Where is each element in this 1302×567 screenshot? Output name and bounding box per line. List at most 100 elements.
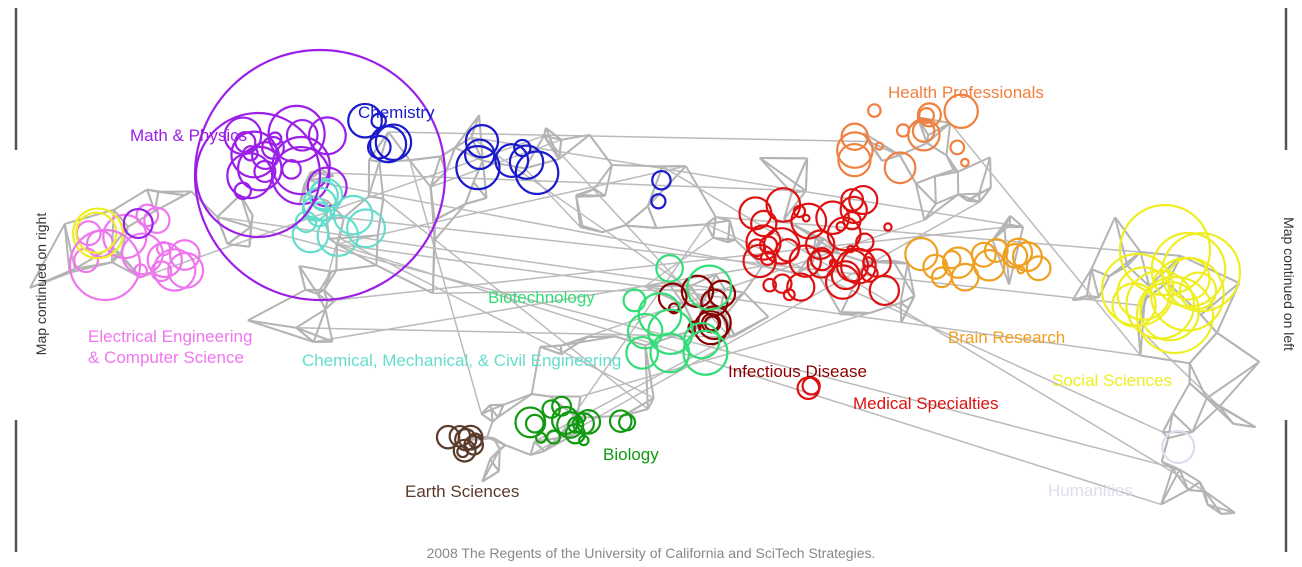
- node-circle: [804, 229, 836, 260]
- side-note: Map continued on left: [1281, 217, 1297, 351]
- edge: [892, 259, 908, 265]
- edge: [945, 154, 955, 171]
- edge: [336, 264, 377, 272]
- edge: [705, 223, 715, 239]
- edge: [838, 252, 866, 263]
- node-circle: [564, 423, 586, 445]
- node-circle: [236, 145, 283, 192]
- network-edges: [29, 114, 1261, 515]
- edge: [382, 198, 649, 410]
- node-circle: [883, 222, 893, 232]
- edge: [604, 164, 613, 197]
- edge: [1180, 255, 1240, 284]
- edge: [480, 404, 491, 415]
- edge: [914, 183, 926, 221]
- edge: [29, 271, 70, 289]
- edge: [445, 147, 456, 172]
- edge: [1090, 268, 1100, 298]
- edge: [1218, 361, 1261, 408]
- edge: [530, 450, 545, 456]
- edge: [316, 293, 327, 310]
- edge: [1218, 405, 1235, 425]
- edge: [783, 192, 793, 220]
- edge: [560, 219, 925, 347]
- node-circle: [874, 141, 884, 151]
- edge: [906, 263, 916, 297]
- node-circle: [759, 250, 776, 267]
- node-circle: [700, 288, 729, 317]
- edge: [624, 205, 649, 227]
- node-circle: [801, 213, 811, 223]
- edge: [790, 157, 809, 194]
- node-circle: [464, 124, 500, 159]
- node-circle: [285, 118, 319, 152]
- region-label: Infectious Disease: [728, 362, 867, 381]
- edge: [1097, 275, 1111, 298]
- edge: [684, 165, 717, 218]
- edge: [530, 201, 980, 456]
- node-circle: [745, 224, 782, 261]
- edge: [556, 223, 707, 439]
- node-circle: [463, 138, 496, 171]
- edge: [593, 188, 606, 197]
- node-circle: [143, 206, 171, 235]
- edge: [783, 190, 807, 220]
- node-circle: [135, 203, 160, 228]
- node-circle: [508, 144, 545, 180]
- edge: [74, 261, 113, 270]
- edge: [684, 303, 703, 306]
- edge: [729, 315, 769, 338]
- node-circle: [75, 211, 118, 254]
- edge: [966, 192, 980, 202]
- node-circle: [772, 273, 793, 294]
- node-circle: [970, 241, 997, 268]
- edge: [247, 319, 297, 329]
- region-label: Biotechnology: [488, 288, 595, 307]
- edge: [1179, 468, 1201, 483]
- node-circle: [494, 143, 530, 178]
- node-circle: [308, 177, 344, 213]
- edge: [489, 458, 500, 472]
- edge: [64, 208, 115, 225]
- node-circle: [556, 411, 584, 439]
- node-circle: [668, 302, 681, 315]
- edge: [454, 114, 480, 149]
- edge: [540, 344, 562, 348]
- edge: [493, 437, 506, 446]
- edge: [560, 336, 589, 355]
- edge: [656, 223, 707, 229]
- node-circle: [626, 312, 664, 350]
- edge: [324, 309, 334, 342]
- node-circle: [307, 116, 347, 156]
- node-circle: [960, 157, 970, 168]
- edge: [227, 243, 250, 248]
- edge: [217, 216, 745, 294]
- node-circle: [1002, 242, 1029, 269]
- node-circle: [918, 107, 935, 124]
- node-circle: [1003, 237, 1034, 267]
- edge: [900, 295, 915, 304]
- node-circle: [972, 249, 1006, 282]
- edge: [336, 243, 377, 267]
- edge: [1188, 488, 1206, 493]
- edge: [434, 203, 467, 241]
- region-label: Earth Sciences: [405, 482, 519, 501]
- edge: [743, 265, 764, 294]
- edge: [991, 239, 1010, 285]
- edge: [336, 165, 687, 245]
- node-circle: [686, 264, 733, 311]
- node-circle: [122, 207, 154, 240]
- edge: [1172, 412, 1194, 433]
- edge: [295, 326, 333, 343]
- node-circle: [839, 195, 868, 225]
- edge: [216, 216, 229, 245]
- edge: [312, 308, 327, 343]
- network-nodes: [68, 48, 1242, 464]
- node-circle: [316, 214, 360, 257]
- edge: [1191, 397, 1208, 433]
- edge: [298, 265, 307, 291]
- edge: [1137, 327, 1220, 408]
- edge: [375, 264, 434, 295]
- node-circle: [855, 232, 875, 252]
- node-circle: [1025, 255, 1052, 282]
